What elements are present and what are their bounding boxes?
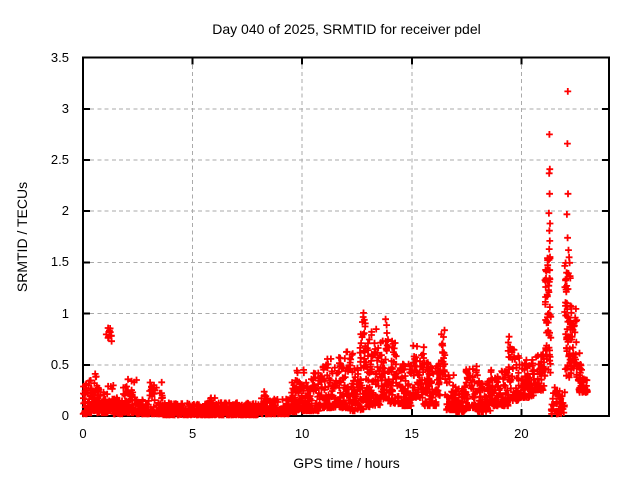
x-tick-label: 15 [404, 426, 419, 441]
x-axis-label: GPS time / hours [293, 455, 400, 471]
x-tick-label: 5 [188, 426, 197, 441]
x-tick-label: 20 [514, 426, 529, 441]
chart-title: Day 040 of 2025, SRMTID for receiver pde… [212, 21, 481, 37]
y-tick-label: 2 [61, 203, 69, 219]
x-tick-label: 10 [294, 426, 310, 441]
y-tick-label: 3 [61, 100, 69, 116]
y-tick-label: 3.5 [50, 49, 69, 65]
plot-border [82, 56, 610, 417]
y-tick-label: 0.5 [50, 356, 69, 372]
y-tick-label: 2.5 [50, 152, 69, 167]
y-tick-label: 0 [61, 408, 69, 423]
y-tick-label: 1.5 [50, 254, 69, 270]
y-tick-label: 1 [61, 305, 69, 321]
scatter-points-srmtid [79, 88, 591, 419]
x-tick-label: 0 [79, 426, 87, 441]
